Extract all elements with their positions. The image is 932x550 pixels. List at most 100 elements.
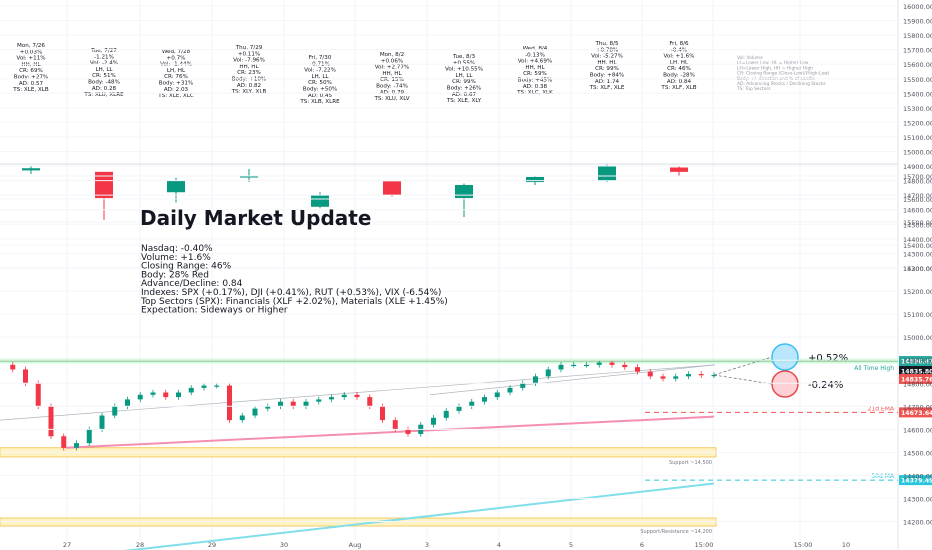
level-tag-bg-4 [899,475,932,486]
level-label-0: All Time High [854,365,894,372]
trend-line-1 [0,364,716,421]
projection-label-1: -0.24% [808,380,843,391]
top-price-tick-16: 14400.00 [903,236,932,244]
day-3-label-7: TS: XLY, XLB [231,89,267,95]
day-3-label-5: Body: +10% [232,77,267,83]
day-9-label-2: Vol: +1.6% [664,54,695,60]
day-6-label-0: Tue, 8/3 [452,54,476,60]
bottom-price-tick-4: 15300.00 [903,265,932,273]
update-line-0: Nasdaq: -0.40% [141,244,213,254]
day-2-label-3: LH, HL [167,68,186,74]
day-9-label-0: Fri, 8/6 [669,41,689,47]
day-2-label-4: CR: 76% [164,74,188,80]
day-8-label-3: HH, HL [597,60,617,66]
intraday-body-53 [673,376,679,379]
intraday-body-43 [545,369,551,377]
top-price-tick-5: 15500.00 [903,76,932,84]
day-1-label-4: CR: 51% [92,73,116,79]
intraday-body-31 [392,420,398,430]
zone-label-0: Support ~14,500 [669,460,712,466]
zone-label-1: Support/Resistance ~14,200 [640,529,712,535]
legend-line-0: Vol: Volume [737,55,763,61]
day-7-label-6: AD: 0.38 [523,84,548,90]
time-axis: 27 28 29 30 Aug 3 4 5 6 15:00 15:00 10 [63,541,850,549]
day-8-label-0: Thu, 8/5 [594,41,619,47]
intraday-body-4 [48,406,54,437]
day-4-label-5: Body: +50% [303,87,338,93]
day-0-label-4: CR: 69% [19,68,43,74]
level-tag-3: 14673.64 [901,410,932,417]
intraday-body-2 [23,369,28,384]
x-tick-7: 5 [569,541,573,549]
day-0-label-6: AD: 0.57 [19,81,44,87]
day-6-label-7: TS: XLE, XLY [446,98,482,104]
intraday-body-52 [660,376,666,379]
top-price-tick-8: 15200.00 [903,119,932,127]
intraday-body-18 [227,385,232,421]
day-4-label-4: CR: 50% [308,80,332,86]
top-price-tick-17: 14300.00 [903,250,932,258]
legend-line-5: AD: Advancing Stocks / Declining Stocks [737,81,826,87]
top-price-tick-3: 15700.00 [903,47,932,55]
top-price-tick-15: 14500.00 [903,221,932,229]
day-7-body [526,176,544,183]
intraday-body-42 [533,376,538,384]
intraday-body-8 [99,415,105,430]
intraday-body-41 [520,383,526,388]
update-line-4: Advance/Decline: 0.84 [141,279,243,289]
day-1-label-6: AD: 0.28 [92,86,117,92]
top-price-tick-4: 15600.00 [903,61,932,69]
bottom-price-tick-15: 14200.00 [903,518,932,526]
day-4-body [311,195,329,207]
level-tag-bg-0 [899,356,932,367]
day-0-label-2: Vol: +11% [16,56,45,62]
update-line-2: Closing Range: 46% [141,262,232,272]
day-8-label-1: +0.78% [596,47,618,53]
intraday-body-37 [469,401,475,407]
day-1-label-7: TS: XLU, XLRE [83,92,124,98]
intraday-body-12 [150,392,156,395]
x-tick-4: Aug [349,541,362,549]
x-tick-10: 15:00 [794,541,813,549]
update-line-5: Indexes: SPX (+0.17%), DJI (+0.41%), RUT… [141,288,441,298]
update-line-3: Body: 28% Red [141,270,209,280]
intraday-body-48 [609,362,615,365]
legend-line-1: LL=Lower Low, HL = Higher Low [737,60,809,66]
day-8-label-6: AD: 1.74 [595,79,620,85]
bottom-price-tick-8: 14900.00 [903,357,932,365]
day-2-label-0: Wed, 7/28 [162,49,191,55]
top-price-tick-14: 14600.00 [903,207,932,215]
bottom-price-axis: 15700.00 15600.00 15500.00 15400.00 15300.00… [0,173,932,526]
intraday-body-9 [112,406,118,416]
intraday-body-3 [35,383,41,407]
day-7-label-0: Wed, 8/4 [523,46,548,52]
day-9-label-5: Body: -28% [663,73,695,79]
level-tag-bg-1 [899,366,932,377]
top-price-tick-0: 16000.00 [903,3,932,11]
day-5-label-5: Body: -74% [376,84,408,90]
update-line-7: Expectation: Sideways or Higher [141,306,288,316]
intraday-body-51 [647,371,653,377]
intraday-body-54 [686,374,691,377]
day-7-label-2: Vol: +4.69% [518,59,553,65]
intraday-body-10 [125,399,130,407]
intraday-body-30 [380,406,385,421]
day-6-label-3: LH, LL [455,73,473,79]
day-0-label-5: Body: +27% [14,75,49,81]
intraday-body-35 [443,410,449,418]
bottom-price-tick-0: 15700.00 [903,173,932,181]
bottom-price-tick-1: 15600.00 [903,196,932,204]
day-6-label-1: +0.55% [453,60,475,66]
bottom-price-tick-11: 14600.00 [903,426,932,434]
x-tick-5: 3 [425,541,429,549]
intraday-body-22 [278,401,283,407]
level-tag-bg-3 [899,407,932,418]
intraday-body-21 [265,406,271,409]
update-text-lines: Nasdaq: -0.40%Volume: +1.6%Closing Range… [140,244,448,316]
legend-line-6: TS: Top Sectors [736,86,771,92]
day-3-label-1: +0.11% [238,51,260,57]
day-7-label-5: Body: +45% [518,78,553,84]
bottom-price-tick-13: 14400.00 [903,472,932,480]
bottom-price-tick-10: 14700.00 [903,403,932,411]
